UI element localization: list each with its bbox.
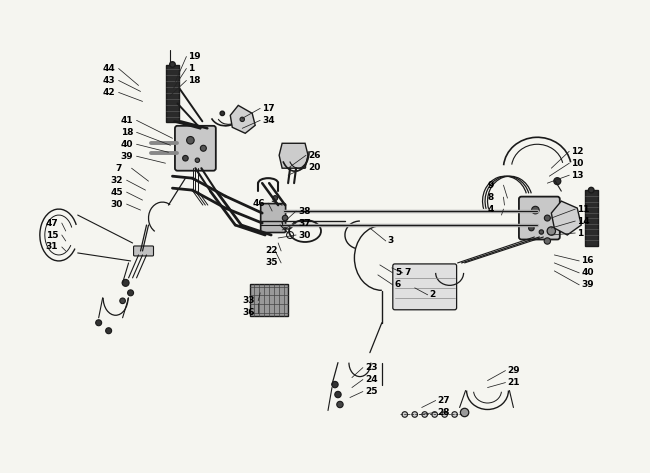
Text: 20: 20 (308, 163, 320, 172)
Text: 30: 30 (298, 230, 311, 239)
Text: 38: 38 (298, 207, 311, 216)
Circle shape (432, 412, 437, 417)
FancyBboxPatch shape (393, 264, 456, 310)
Text: 40: 40 (121, 140, 133, 149)
Text: 22: 22 (265, 246, 278, 255)
Polygon shape (230, 105, 255, 133)
Text: 33: 33 (242, 296, 255, 305)
Circle shape (532, 206, 539, 214)
Circle shape (170, 61, 176, 67)
Text: 45: 45 (111, 188, 124, 197)
Circle shape (422, 412, 428, 417)
Circle shape (528, 225, 534, 231)
Circle shape (460, 408, 469, 417)
Circle shape (588, 187, 594, 193)
FancyBboxPatch shape (133, 246, 153, 256)
Circle shape (183, 156, 188, 161)
Circle shape (442, 412, 447, 417)
Circle shape (539, 230, 543, 234)
Circle shape (402, 412, 408, 417)
Text: 17: 17 (262, 104, 275, 113)
Text: 13: 13 (571, 171, 584, 180)
Circle shape (195, 158, 200, 162)
Text: 43: 43 (103, 76, 115, 85)
Circle shape (554, 178, 561, 184)
Text: 44: 44 (103, 64, 116, 73)
Text: 46: 46 (252, 199, 265, 208)
Circle shape (452, 412, 458, 417)
Polygon shape (250, 284, 288, 316)
Text: 5: 5 (395, 268, 401, 277)
Text: 4: 4 (488, 205, 494, 214)
Circle shape (282, 215, 288, 221)
Text: 8: 8 (488, 193, 494, 201)
Circle shape (412, 412, 417, 417)
Text: 6: 6 (395, 280, 401, 289)
Text: 11: 11 (577, 205, 590, 214)
Text: 1: 1 (577, 228, 584, 237)
Circle shape (120, 298, 125, 304)
Circle shape (335, 391, 341, 398)
Text: 7: 7 (116, 164, 122, 173)
Text: 23: 23 (365, 363, 378, 372)
Polygon shape (551, 201, 581, 235)
FancyBboxPatch shape (536, 203, 561, 233)
Text: 9: 9 (488, 181, 494, 190)
Circle shape (187, 137, 194, 144)
Circle shape (200, 145, 206, 151)
Text: 27: 27 (437, 396, 450, 405)
Text: 3: 3 (388, 236, 394, 245)
Text: 39: 39 (581, 280, 594, 289)
Text: 1: 1 (188, 64, 194, 73)
Text: 31: 31 (46, 243, 58, 252)
Text: 26: 26 (308, 151, 320, 160)
Text: 19: 19 (188, 52, 201, 61)
Polygon shape (585, 190, 598, 246)
FancyBboxPatch shape (519, 197, 560, 239)
Circle shape (127, 290, 133, 296)
Text: 18: 18 (121, 128, 133, 137)
Circle shape (122, 280, 129, 286)
Circle shape (240, 117, 244, 122)
Text: 16: 16 (581, 256, 593, 265)
Text: 28: 28 (437, 408, 450, 417)
Text: 34: 34 (262, 116, 275, 125)
Text: 40: 40 (581, 268, 593, 277)
Text: 2: 2 (430, 290, 436, 299)
Text: 36: 36 (242, 308, 255, 317)
Text: 30: 30 (111, 200, 123, 209)
Text: 47: 47 (46, 219, 58, 228)
Circle shape (272, 196, 278, 201)
FancyBboxPatch shape (175, 126, 216, 171)
Circle shape (332, 381, 338, 388)
Text: 24: 24 (365, 375, 378, 384)
Text: 37: 37 (298, 219, 311, 228)
FancyBboxPatch shape (261, 203, 285, 233)
Text: 42: 42 (103, 88, 115, 97)
Text: 21: 21 (508, 378, 520, 387)
Text: 12: 12 (571, 147, 584, 156)
Circle shape (547, 227, 556, 235)
Text: 41: 41 (121, 116, 133, 125)
Text: 29: 29 (508, 366, 520, 375)
Circle shape (544, 238, 551, 244)
Circle shape (337, 401, 343, 408)
Polygon shape (279, 143, 308, 168)
Text: 14: 14 (577, 217, 590, 226)
Circle shape (220, 111, 224, 115)
Text: 39: 39 (121, 152, 133, 161)
Circle shape (106, 328, 112, 334)
Circle shape (544, 215, 551, 221)
Text: 18: 18 (188, 76, 201, 85)
Text: 35: 35 (265, 258, 278, 267)
Circle shape (96, 320, 101, 326)
Text: 10: 10 (571, 159, 584, 168)
Text: 25: 25 (365, 387, 378, 396)
Polygon shape (166, 64, 179, 123)
Text: 32: 32 (111, 175, 123, 184)
Text: 15: 15 (46, 230, 58, 239)
Text: 7: 7 (405, 268, 411, 277)
